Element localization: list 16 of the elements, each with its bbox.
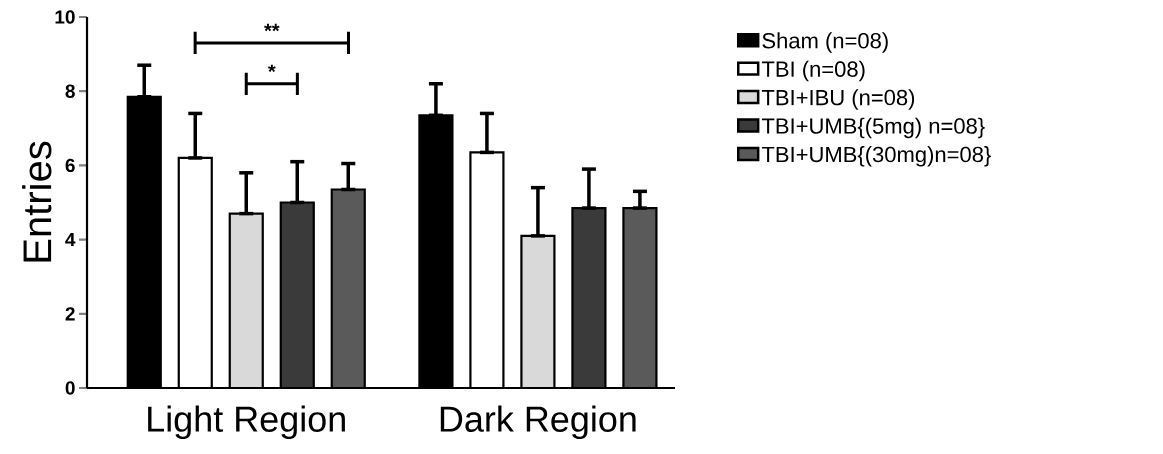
annotation: ** (264, 23, 280, 32)
y-tick-label: 0 (65, 381, 75, 395)
legend-label: TBI+IBU (n=08) (761, 89, 915, 110)
y-tick-label: 4 (65, 233, 76, 247)
y-tick-label: 6 (65, 158, 75, 173)
legend-label: TBI+UMB{(30mg)n=08} (761, 146, 991, 167)
y-tick-label: 8 (65, 84, 75, 98)
x-tick-label: Dark Region (440, 405, 636, 440)
y-tick-label: 10 (55, 10, 75, 24)
legend-label: TBI+UMB{(5mg) n=08} (761, 117, 985, 139)
legend-label: Sham (n=08) (762, 32, 888, 53)
y-tick-label: 2 (65, 307, 75, 321)
y-axis-title: Entries (22, 141, 52, 262)
x-tick-label: Light Region (148, 405, 345, 440)
annotation: * (267, 64, 276, 73)
legend-label: TBI (n=08) (761, 60, 865, 82)
